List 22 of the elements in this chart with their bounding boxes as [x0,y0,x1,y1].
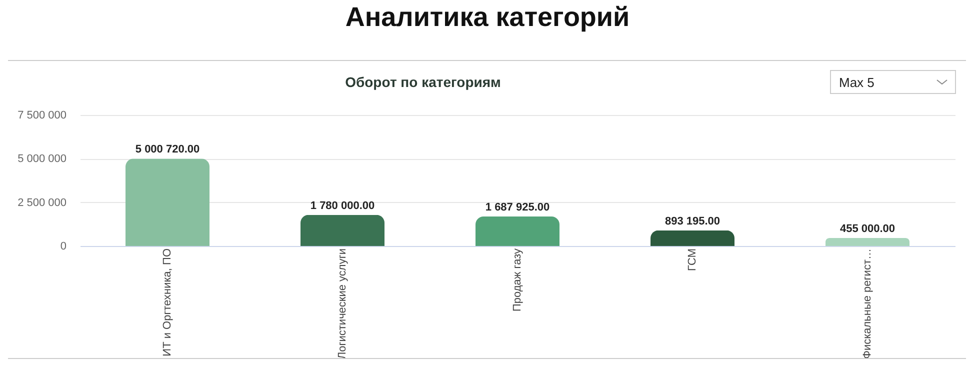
data-label: 1 687 925.00 [485,202,550,214]
bar [826,238,910,246]
y-tick-label: 0 [60,240,66,252]
bar [650,230,734,246]
bar [476,216,560,246]
x-tick-label: ГСМ [686,248,698,271]
bar [126,158,210,246]
y-tick-label: 7 500 000 [18,110,66,122]
data-label: 455 000.00 [840,223,896,236]
x-tick-label: Фискальные регист… [862,248,874,359]
y-tick-label: 2 500 000 [18,196,66,209]
data-label: 1 780 000.00 [310,200,375,212]
bar [300,214,384,246]
select-field: Max 5 [830,70,956,94]
x-tick-label: Логистические услуги [336,248,348,360]
data-label: 5 000 720.00 [135,144,200,156]
chart-subtitle: Оборот по категориям [345,74,501,90]
x-tick-label: ИТ и Оргтехника, ПО [162,248,174,356]
chart-title: Аналитика категорий [344,1,631,34]
y-tick-label: 5 000 000 [18,153,66,166]
data-label: 893 195.00 [664,215,720,228]
x-tick-label: Продаж газу [512,248,524,312]
